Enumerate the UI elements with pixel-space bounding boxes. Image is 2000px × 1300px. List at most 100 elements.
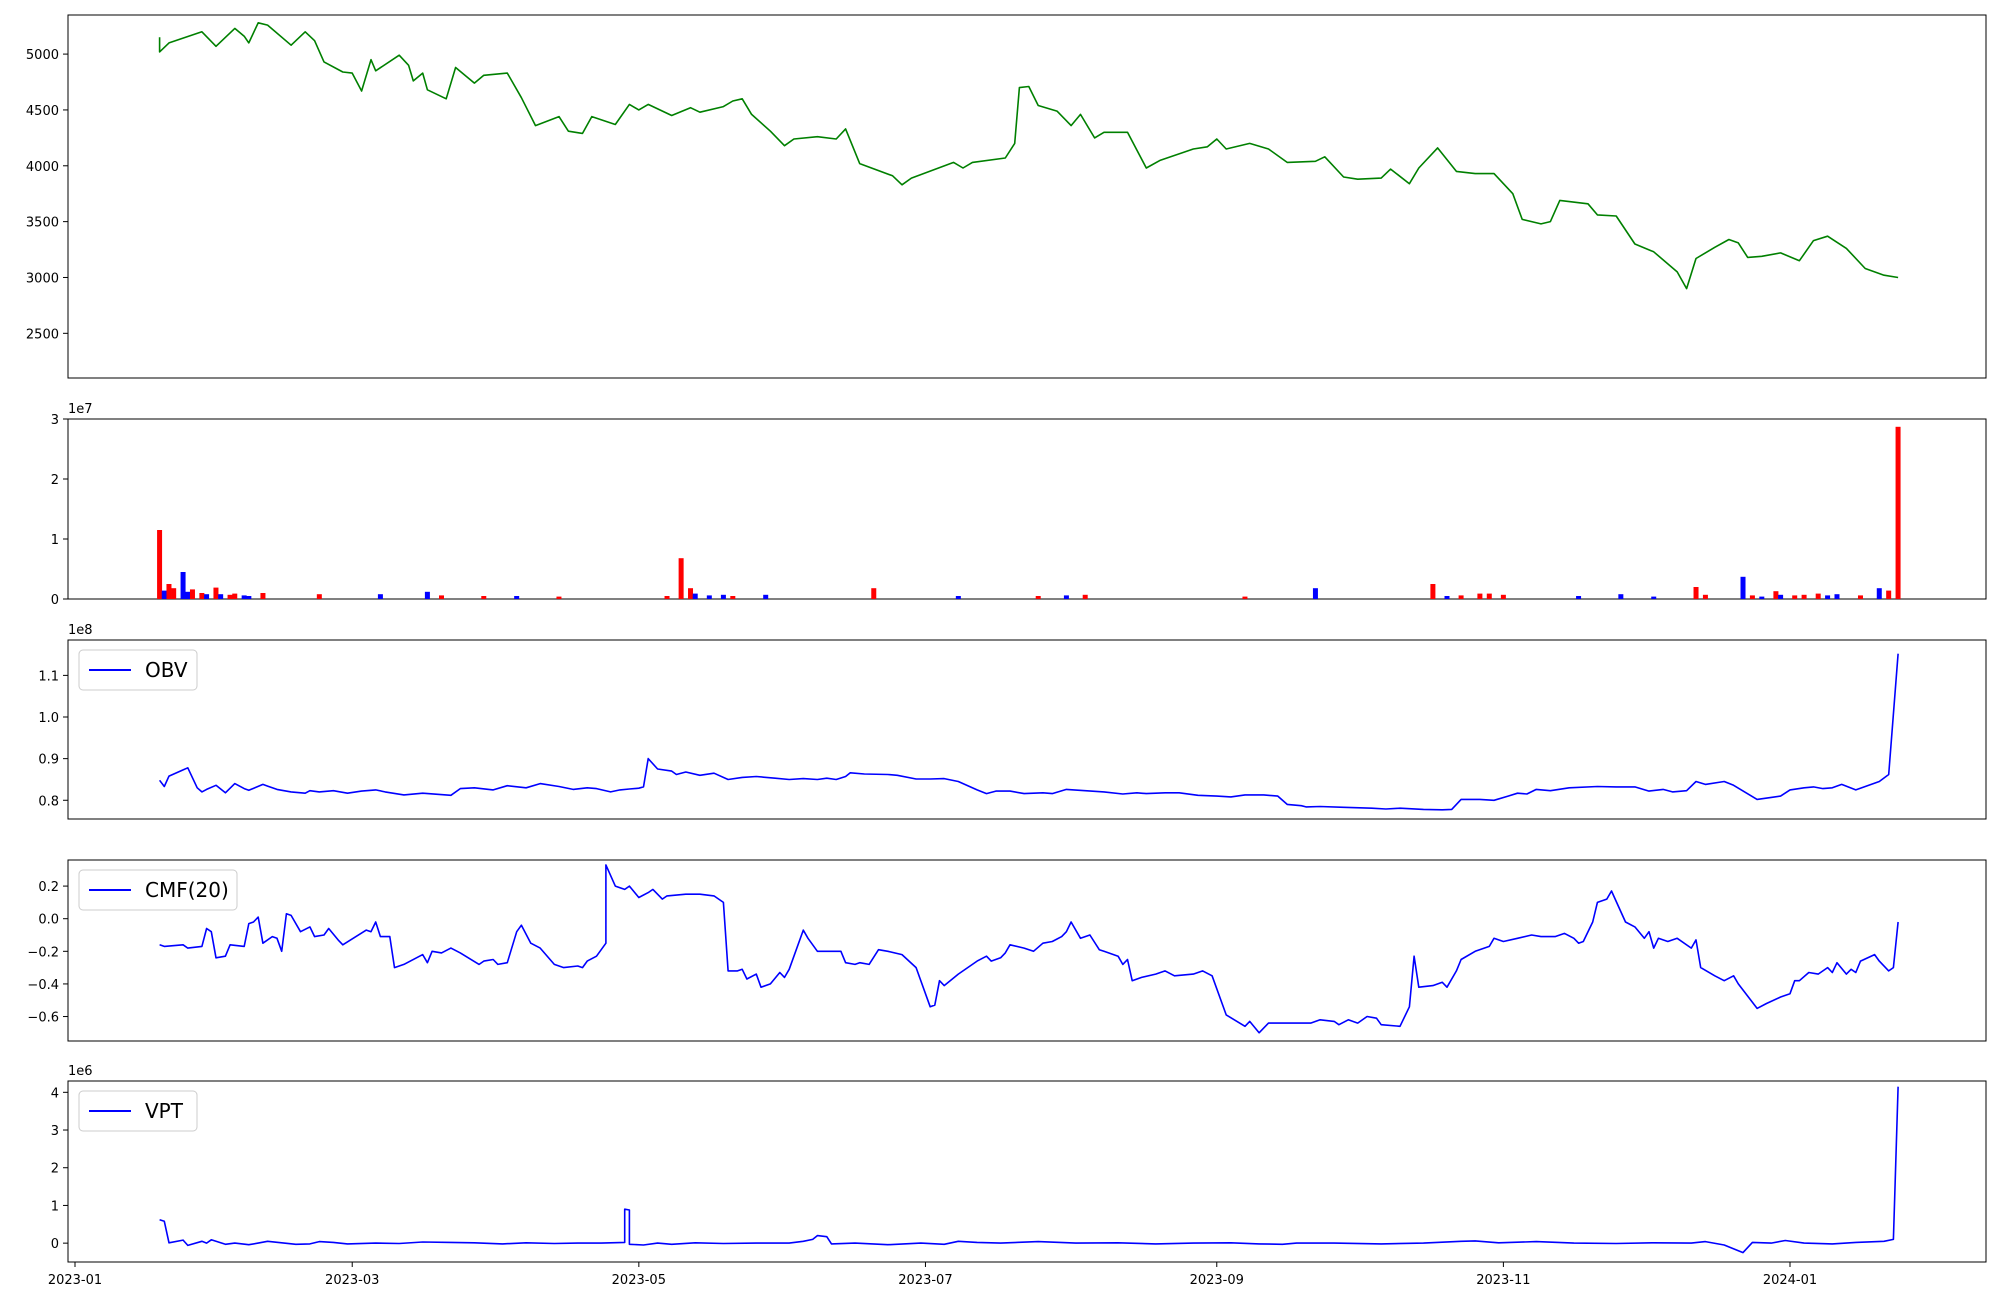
volume-bar: [1773, 591, 1779, 599]
panel-4-ytick-label: −0.4: [27, 978, 59, 993]
xtick-label: 2024-01: [1763, 1273, 1817, 1288]
volume-bar: [199, 593, 205, 599]
volume-bar: [227, 594, 233, 599]
volume-bar: [1430, 584, 1436, 599]
volume-bar: [189, 589, 195, 599]
volume-bar: [692, 593, 698, 599]
volume-bar: [1834, 594, 1840, 599]
volume-bar: [438, 595, 444, 599]
panel-5-multiplier-label: 1e6: [68, 1064, 93, 1079]
volume-bar: [377, 594, 383, 599]
xtick-label: 2023-11: [1476, 1273, 1530, 1288]
volume-bar: [706, 595, 712, 599]
volume-bar: [720, 594, 726, 599]
panel-4-ytick-label: −0.2: [27, 945, 59, 960]
xtick-label: 2023-09: [1190, 1273, 1244, 1288]
volume-bar: [1082, 594, 1088, 599]
volume-bar: [556, 596, 562, 599]
volume-bar: [218, 594, 224, 599]
legend-label: VPT: [145, 1099, 184, 1123]
panel-4-ytick-label: 0.0: [38, 913, 59, 928]
legend-box: [78, 869, 238, 911]
panel-3-frame: [67, 639, 1987, 820]
panel-5-ytick-label: 0: [51, 1237, 59, 1252]
volume-bar: [1702, 594, 1708, 599]
volume-bar: [213, 587, 219, 599]
xtick-label: 2023-03: [325, 1273, 379, 1288]
volume-bar: [664, 596, 670, 599]
volume-bar: [1792, 595, 1798, 599]
volume-bar: [424, 591, 430, 599]
volume-bar: [180, 572, 186, 599]
volume-bar: [763, 594, 769, 599]
volume-bar: [161, 590, 167, 599]
volume-bar: [1759, 596, 1765, 599]
volume-bar: [157, 530, 163, 599]
panel-2-ytick-label: 0: [51, 593, 59, 608]
volume-bar: [246, 596, 252, 599]
volume-bar: [1458, 595, 1464, 599]
indicator-line-3: [158, 653, 1899, 811]
panel-2-ytick-label: 2: [51, 473, 59, 488]
volume-bar: [1740, 576, 1746, 599]
xtick-label: 2023-01: [48, 1273, 102, 1288]
panel-5-ytick-label: 3: [51, 1124, 59, 1139]
price-line: [158, 22, 1899, 290]
panel-2-ytick-label: 1: [51, 533, 59, 548]
panel-4-ytick-label: 0.2: [38, 880, 59, 895]
legend-label: CMF(20): [145, 878, 229, 902]
volume-bar: [514, 596, 520, 599]
panel-1-ytick-label: 3000: [26, 271, 59, 286]
volume-bar: [1576, 596, 1582, 599]
volume-bar: [1242, 596, 1248, 599]
volume-bar: [260, 593, 266, 599]
volume-bar: [1063, 595, 1069, 599]
panel-2-ytick-label: 3: [51, 413, 59, 428]
volume-bar: [1035, 596, 1041, 599]
volume-bar: [171, 588, 177, 599]
panel-1-ytick-label: 5000: [26, 48, 59, 63]
legend-box: [78, 1090, 198, 1132]
volume-bar: [1857, 595, 1863, 599]
panel-5-ytick-label: 2: [51, 1162, 59, 1177]
volume-bar: [1444, 596, 1450, 599]
panel-2-frame: [67, 418, 1987, 600]
panel-5-ytick-label: 1: [51, 1199, 59, 1214]
volume-bar: [955, 596, 961, 599]
xtick-label: 2023-05: [612, 1273, 666, 1288]
indicator-line-5: [159, 1086, 1899, 1254]
panel-3-ytick-label: 1.0: [38, 711, 59, 726]
panel-4-ytick-label: −0.6: [27, 1011, 59, 1026]
volume-bar: [241, 595, 247, 599]
volume-bar: [730, 596, 736, 599]
volume-bar: [1801, 594, 1807, 599]
volume-bar: [1778, 594, 1784, 599]
volume-bar: [204, 594, 210, 599]
volume-bar: [1618, 594, 1624, 599]
panel-1-ytick-label: 4500: [26, 104, 59, 119]
volume-bar: [1651, 596, 1657, 599]
xtick-label: 2023-07: [898, 1273, 952, 1288]
panel-1-ytick-label: 2500: [26, 327, 59, 342]
volume-bar: [1486, 593, 1492, 599]
panel-5-ytick-label: 4: [51, 1086, 59, 1101]
volume-bar: [1815, 593, 1821, 599]
volume-bar: [688, 588, 694, 599]
volume-bar: [1895, 426, 1901, 599]
volume-bar: [1825, 595, 1831, 599]
panel-5-frame: [67, 1080, 1987, 1263]
volume-bar: [678, 558, 684, 599]
volume-bar: [1477, 593, 1483, 599]
panel-4-frame: [67, 859, 1987, 1042]
legend-box: [78, 649, 198, 691]
volume-bar: [316, 594, 322, 599]
panel-3-ytick-label: 1.1: [38, 669, 59, 684]
volume-bar: [1500, 594, 1506, 599]
panel-3-ytick-label: 0.8: [38, 794, 59, 809]
volume-bar: [1693, 587, 1699, 599]
panel-3-multiplier-label: 1e8: [68, 623, 93, 638]
panel-1-frame: [67, 14, 1987, 379]
panel-3-ytick-label: 0.9: [38, 753, 59, 768]
volume-bar: [185, 591, 191, 599]
